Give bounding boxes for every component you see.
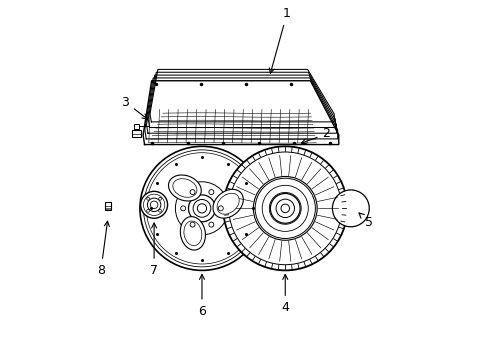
Circle shape: [269, 192, 301, 224]
Text: 3: 3: [121, 95, 147, 119]
Circle shape: [334, 192, 366, 224]
Circle shape: [188, 195, 215, 222]
Text: 7: 7: [150, 223, 158, 277]
Text: 2: 2: [301, 127, 330, 144]
Circle shape: [337, 195, 363, 221]
Ellipse shape: [180, 217, 205, 250]
Circle shape: [147, 198, 161, 212]
Circle shape: [159, 210, 161, 212]
Text: 8: 8: [97, 221, 109, 277]
Circle shape: [255, 178, 315, 238]
Circle shape: [193, 199, 210, 217]
Circle shape: [253, 176, 317, 240]
Text: 4: 4: [281, 274, 288, 314]
Circle shape: [159, 197, 161, 200]
Circle shape: [146, 210, 149, 212]
Text: 5: 5: [358, 213, 372, 229]
Circle shape: [336, 194, 365, 223]
Ellipse shape: [168, 175, 201, 201]
Circle shape: [332, 190, 368, 227]
Circle shape: [281, 204, 289, 213]
Text: 6: 6: [198, 274, 205, 318]
Circle shape: [208, 222, 213, 227]
Ellipse shape: [183, 221, 202, 246]
Circle shape: [141, 192, 167, 218]
Circle shape: [181, 206, 185, 211]
Circle shape: [218, 206, 223, 211]
Circle shape: [228, 152, 341, 265]
Circle shape: [190, 222, 195, 227]
Bar: [133, 124, 139, 129]
Circle shape: [140, 146, 264, 270]
Circle shape: [276, 199, 294, 217]
Circle shape: [270, 193, 300, 223]
Ellipse shape: [172, 179, 197, 197]
Bar: [132, 130, 141, 138]
Circle shape: [223, 146, 346, 270]
Circle shape: [339, 197, 361, 220]
Circle shape: [262, 185, 307, 231]
Ellipse shape: [217, 193, 239, 214]
Ellipse shape: [213, 189, 243, 218]
Circle shape: [146, 197, 149, 200]
Circle shape: [190, 190, 195, 194]
Circle shape: [208, 190, 213, 194]
Circle shape: [341, 199, 360, 218]
Circle shape: [332, 191, 368, 226]
Bar: [104, 202, 111, 210]
Circle shape: [343, 201, 358, 216]
Circle shape: [197, 204, 206, 213]
Circle shape: [175, 182, 228, 235]
Text: 1: 1: [269, 7, 290, 73]
